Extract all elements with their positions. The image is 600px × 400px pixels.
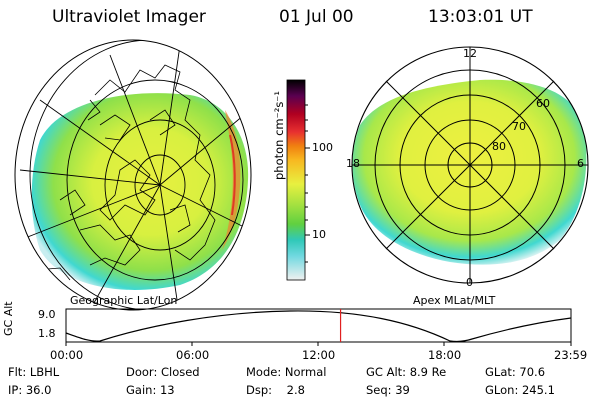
alt-plot-xtick: 12:00 [302, 348, 336, 362]
info-flt: Flt: LBHL [8, 365, 60, 379]
alt-plot-xtick: 23:59 [554, 348, 588, 362]
geo-graticule [19, 40, 251, 310]
apex-map-label: Apex MLat/MLT [413, 294, 496, 307]
app-title: Ultraviolet Imager [52, 7, 206, 27]
mlt-label-right: 6 [577, 157, 584, 170]
info-seq: Seq: 39 [366, 383, 410, 397]
coastlines [34, 64, 216, 281]
time-label: 13:03:01 UT [428, 7, 533, 27]
mlat-label-80: 80 [492, 140, 506, 153]
altitude-curve [65, 310, 572, 342]
geographic-map-label: Geographic Lat/Lon [70, 294, 178, 307]
colorbar-tick-100: 100 [312, 141, 333, 154]
alt-plot-ylabel: GC Alt [2, 301, 15, 336]
info-ip: IP: 36.0 [8, 383, 52, 397]
colorbar-unit-label: photon cm⁻²s⁻¹ [272, 91, 286, 180]
info-mode: Mode: Normal [246, 365, 327, 379]
info-gain: Gain: 13 [126, 383, 175, 397]
alt-plot-xtick: 00:00 [50, 348, 84, 362]
apex-polar-map [351, 46, 589, 284]
colorbar [286, 79, 310, 281]
alt-plot-xtick: 06:00 [176, 348, 210, 362]
aurora-oval-right [352, 79, 587, 265]
info-glon: GLon: 245.1 [485, 383, 555, 397]
aurora-oval-left [31, 93, 249, 290]
info-glat: GLat: 70.6 [485, 365, 546, 379]
alt-plot-xtick: 18:00 [428, 348, 462, 362]
mlat-label-60: 60 [536, 97, 550, 110]
colorbar-tick-10: 10 [312, 228, 326, 241]
mlt-label-bottom: 0 [466, 276, 473, 289]
mlt-label-top: 12 [463, 47, 477, 60]
geographic-map [14, 39, 252, 311]
mlt-label-left: 18 [346, 157, 360, 170]
altitude-plot [65, 308, 572, 346]
info-door: Door: Closed [126, 365, 200, 379]
info-dsp: Dsp: 2.8 [246, 383, 305, 397]
date-label: 01 Jul 00 [279, 7, 354, 27]
mlat-label-70: 70 [512, 120, 526, 133]
alt-plot-ymax: 9.0 [38, 308, 56, 321]
info-gc-alt: GC Alt: 8.9 Re [366, 365, 447, 379]
alt-plot-ymin: 1.8 [38, 327, 56, 340]
